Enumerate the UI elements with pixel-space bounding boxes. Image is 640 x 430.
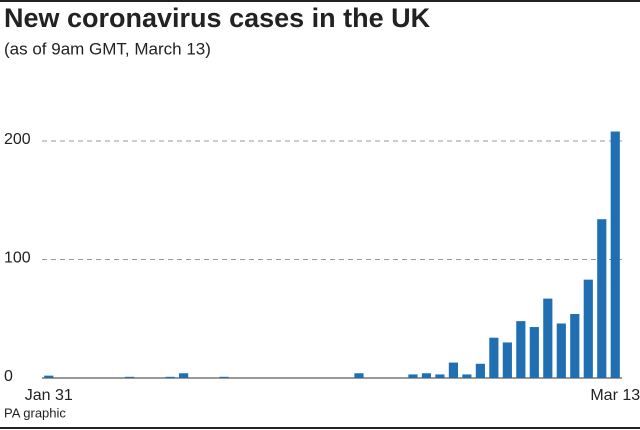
chart-title: New coronavirus cases in the UK xyxy=(4,3,431,33)
bottom-rule xyxy=(0,427,640,429)
top-rule xyxy=(0,0,640,2)
bar xyxy=(165,376,175,378)
y-tick-label: 100 xyxy=(4,250,31,267)
bar xyxy=(125,376,135,378)
bar xyxy=(597,219,607,378)
y-tick-label: 0 xyxy=(4,368,13,385)
bar xyxy=(462,374,472,378)
bar xyxy=(489,337,499,378)
x-tick-label: Jan 31 xyxy=(25,387,73,404)
source: PA graphic xyxy=(4,405,66,420)
bar xyxy=(529,327,539,378)
bar xyxy=(502,342,512,378)
bar xyxy=(179,373,189,378)
y-tick-label: 200 xyxy=(4,131,31,148)
bar xyxy=(516,321,526,378)
bar xyxy=(570,314,580,378)
chart-subtitle: (as of 9am GMT, March 13) xyxy=(4,39,211,58)
bar xyxy=(354,373,364,378)
bar xyxy=(408,374,418,378)
bar xyxy=(44,375,54,378)
bar xyxy=(448,362,458,378)
bar xyxy=(475,363,485,378)
bar xyxy=(421,373,432,378)
bar xyxy=(610,131,620,378)
bar xyxy=(583,279,593,378)
bar xyxy=(543,298,553,378)
bar xyxy=(219,376,229,378)
x-tick-label: Mar 13 xyxy=(590,387,640,404)
bar xyxy=(435,374,445,378)
bar xyxy=(556,323,566,378)
